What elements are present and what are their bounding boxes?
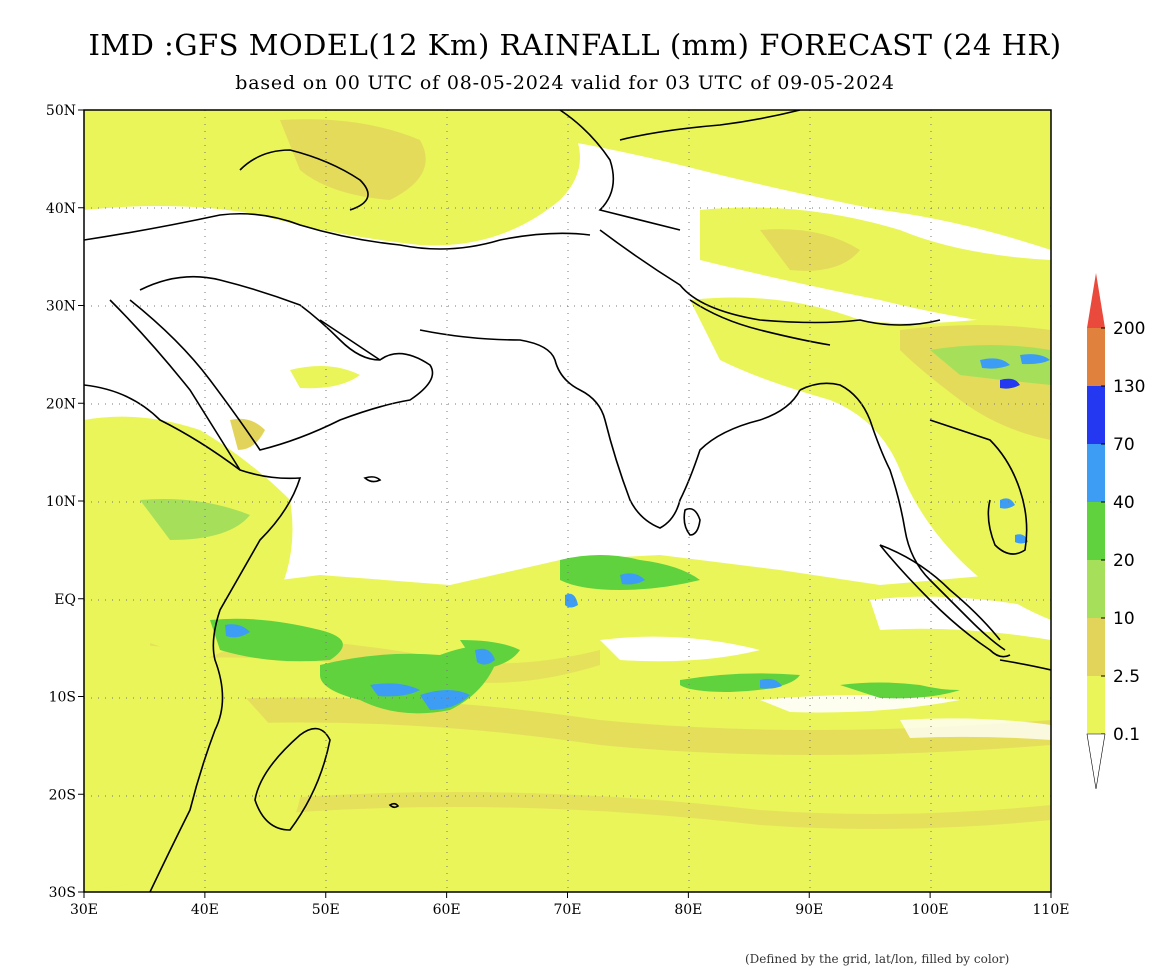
lon-tick-label: 30E (70, 902, 98, 918)
legend-swatch (1087, 386, 1105, 444)
lat-tick-label: 20S (49, 787, 76, 803)
legend-swatch (1087, 560, 1105, 618)
lon-tick-label: 70E (553, 902, 581, 918)
legend-swatch (1087, 618, 1105, 676)
legend-swatch (1087, 273, 1105, 328)
lat-tick-label: 30S (49, 885, 76, 901)
legend-swatch (1087, 328, 1105, 386)
legend-label: 40 (1113, 493, 1135, 513)
footer-note: (Defined by the grid, lat/lon, filled by… (745, 952, 1010, 966)
lat-tick-label: 10S (49, 690, 76, 706)
legend-swatch (1087, 502, 1105, 560)
legend-swatch (1087, 444, 1105, 502)
lat-tick-label: 10N (46, 494, 76, 510)
lat-tick-label: 20N (46, 396, 76, 412)
lon-tick-label: 60E (433, 902, 461, 918)
graticule (84, 110, 1051, 892)
lon-tick-label: 100E (912, 902, 949, 918)
legend-swatch (1087, 676, 1105, 734)
lon-tick-label: 80E (674, 902, 702, 918)
rainfall-shading (84, 110, 1051, 892)
lat-tick-label: EQ (54, 592, 76, 608)
legend-label: 130 (1113, 377, 1145, 397)
lon-tick-label: 40E (191, 902, 219, 918)
map-title: IMD :GFS MODEL(12 Km) RAINFALL (mm) FORE… (88, 28, 1062, 62)
lon-tick-label: 90E (795, 902, 823, 918)
legend-label: 0.1 (1113, 725, 1140, 745)
lat-tick-label: 40N (46, 201, 76, 217)
lon-tick-label: 50E (312, 902, 340, 918)
longitude-axis: 30E 40E 50E 60E 70E 80E 90E 100E 110E (70, 892, 1070, 918)
map-subtitle: based on 00 UTC of 08-05-2024 valid for … (235, 72, 895, 94)
legend-lower-extension (1086, 733, 1106, 790)
latitude-axis: 50N 40N 30N 20N 10N EQ 10S 20S 30S (46, 103, 84, 901)
legend-label: 200 (1113, 319, 1145, 339)
lon-tick-label: 110E (1033, 902, 1070, 918)
lat-tick-label: 30N (46, 299, 76, 315)
legend-label: 10 (1113, 609, 1135, 629)
legend-label: 20 (1113, 551, 1135, 571)
lat-tick-label: 50N (46, 103, 76, 119)
legend-label: 2.5 (1113, 667, 1140, 687)
rainfall-legend: 0.1 2.5 10 20 40 70 130 200 (1086, 273, 1145, 790)
legend-label: 70 (1113, 435, 1135, 455)
